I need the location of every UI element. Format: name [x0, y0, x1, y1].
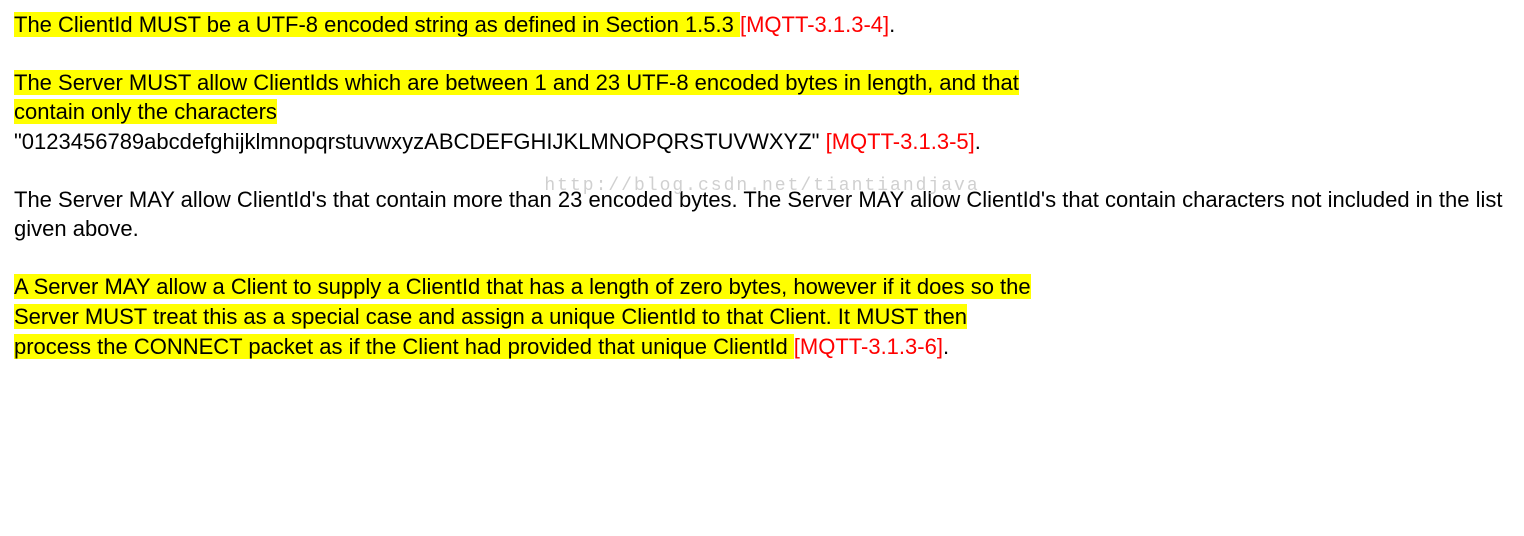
- p2-tail: .: [975, 129, 981, 154]
- paragraph-2: The Server MUST allow ClientIds which ar…: [14, 68, 1510, 157]
- p4-highlight-b: Server MUST treat this as a special case…: [14, 304, 967, 329]
- paragraph-3: The Server MAY allow ClientId's that con…: [14, 185, 1510, 244]
- p4-highlight-c: process the CONNECT packet as if the Cli…: [14, 334, 794, 359]
- p2-highlight-line1: The Server MUST allow ClientIds which ar…: [14, 70, 1019, 95]
- p3-text: The Server MAY allow ClientId's that con…: [14, 187, 1502, 242]
- p1-highlight: The ClientId MUST be a UTF-8 encoded str…: [14, 12, 740, 37]
- paragraph-1: The ClientId MUST be a UTF-8 encoded str…: [14, 10, 1510, 40]
- p2-charset-string: "0123456789abcdefghijklmnopqrstuvwxyzABC…: [14, 129, 826, 154]
- p4-spec-ref: [MQTT-3.1.3-6]: [794, 334, 943, 359]
- p1-spec-ref: [MQTT-3.1.3-4]: [740, 12, 889, 37]
- paragraph-4: A Server MAY allow a Client to supply a …: [14, 272, 1510, 361]
- p1-tail: .: [889, 12, 895, 37]
- p4-tail: .: [943, 334, 949, 359]
- p4-highlight-a: A Server MAY allow a Client to supply a …: [14, 274, 1031, 299]
- p2-spec-ref: [MQTT-3.1.3-5]: [826, 129, 975, 154]
- p2-highlight-line2: contain only the characters: [14, 99, 277, 124]
